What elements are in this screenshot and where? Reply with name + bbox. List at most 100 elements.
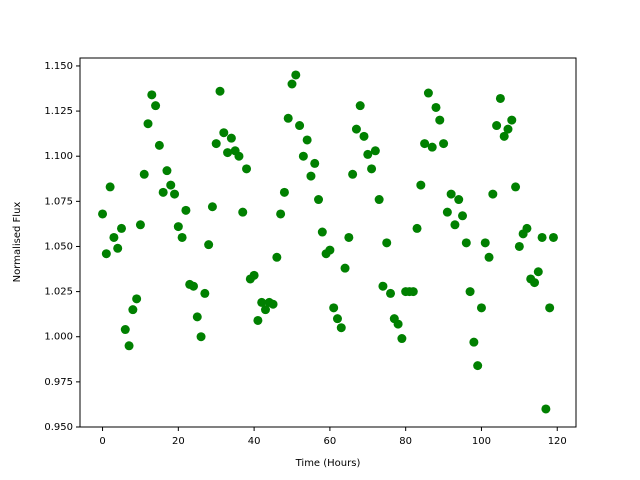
point (200, 288, 210, 298)
point (530, 278, 540, 288)
point (204, 240, 214, 250)
point (101, 249, 111, 259)
point (492, 121, 502, 131)
x-tick-label: 20 (172, 436, 185, 447)
point (420, 139, 430, 149)
point (192, 312, 202, 322)
point (499, 131, 509, 141)
point (253, 315, 263, 325)
point (450, 220, 460, 230)
point (124, 341, 134, 351)
point (170, 189, 180, 199)
point (257, 297, 267, 307)
point (408, 287, 418, 297)
point (98, 209, 108, 219)
point (276, 209, 286, 219)
y-tick-label: 1.025 (44, 287, 73, 298)
point (109, 232, 119, 242)
x-tick-label: 120 (548, 436, 567, 447)
point (476, 303, 486, 313)
point (105, 182, 115, 192)
point (188, 281, 198, 291)
point (211, 139, 221, 149)
point (495, 93, 505, 103)
point (480, 238, 490, 248)
point (226, 133, 236, 143)
point (158, 187, 168, 197)
point (177, 232, 187, 242)
y-tick-label: 1.100 (44, 151, 73, 162)
point (344, 232, 354, 242)
point (348, 169, 358, 179)
point (367, 164, 377, 174)
point (374, 195, 384, 205)
y-axis-label: Normalised Flux (12, 202, 23, 283)
point (378, 281, 388, 291)
point (461, 238, 471, 248)
point (548, 232, 558, 242)
point (359, 131, 369, 141)
point (545, 303, 555, 313)
point (196, 332, 206, 342)
point (143, 119, 153, 129)
point (314, 195, 324, 205)
point (514, 241, 524, 251)
point (412, 223, 422, 233)
point (291, 70, 301, 80)
point (219, 128, 229, 138)
point (397, 334, 407, 344)
point (370, 146, 380, 156)
point (242, 164, 252, 174)
point (363, 149, 373, 159)
point (442, 207, 452, 217)
point (116, 223, 126, 233)
point (234, 151, 244, 161)
y-tick-label: 1.000 (44, 332, 73, 343)
point (147, 90, 157, 100)
x-tick-label: 80 (399, 436, 412, 447)
y-tick-label: 0.975 (44, 377, 73, 388)
point (386, 288, 396, 298)
point (454, 195, 464, 205)
point (488, 189, 498, 199)
point (260, 305, 270, 315)
x-tick-label: 60 (324, 436, 337, 447)
y-tick-label: 1.050 (44, 241, 73, 252)
point (533, 267, 543, 277)
point (166, 180, 176, 190)
axes-frame (79, 57, 577, 428)
point (340, 263, 350, 273)
point (283, 113, 293, 123)
point (332, 314, 342, 324)
point (427, 142, 437, 152)
point (135, 220, 145, 230)
point (393, 319, 403, 329)
point (473, 361, 483, 371)
point (128, 305, 138, 315)
point (416, 180, 426, 190)
point (511, 182, 521, 192)
y-tick-label: 1.125 (44, 106, 73, 117)
point (503, 124, 513, 134)
point (113, 243, 123, 253)
point (295, 121, 305, 131)
point (162, 166, 172, 176)
point (484, 252, 494, 262)
point (446, 189, 456, 199)
point (287, 79, 297, 89)
y-tick-label: 1.150 (44, 61, 73, 72)
y-tick-label: 0.950 (44, 422, 73, 433)
point (132, 294, 142, 304)
point (298, 151, 308, 161)
point (181, 205, 191, 215)
point (423, 88, 433, 98)
y-tick-label: 1.075 (44, 196, 73, 207)
point (279, 187, 289, 197)
point (207, 202, 217, 212)
point (317, 227, 327, 237)
point (458, 211, 468, 221)
point (439, 139, 449, 149)
x-axis-label: Time (Hours) (295, 458, 361, 469)
